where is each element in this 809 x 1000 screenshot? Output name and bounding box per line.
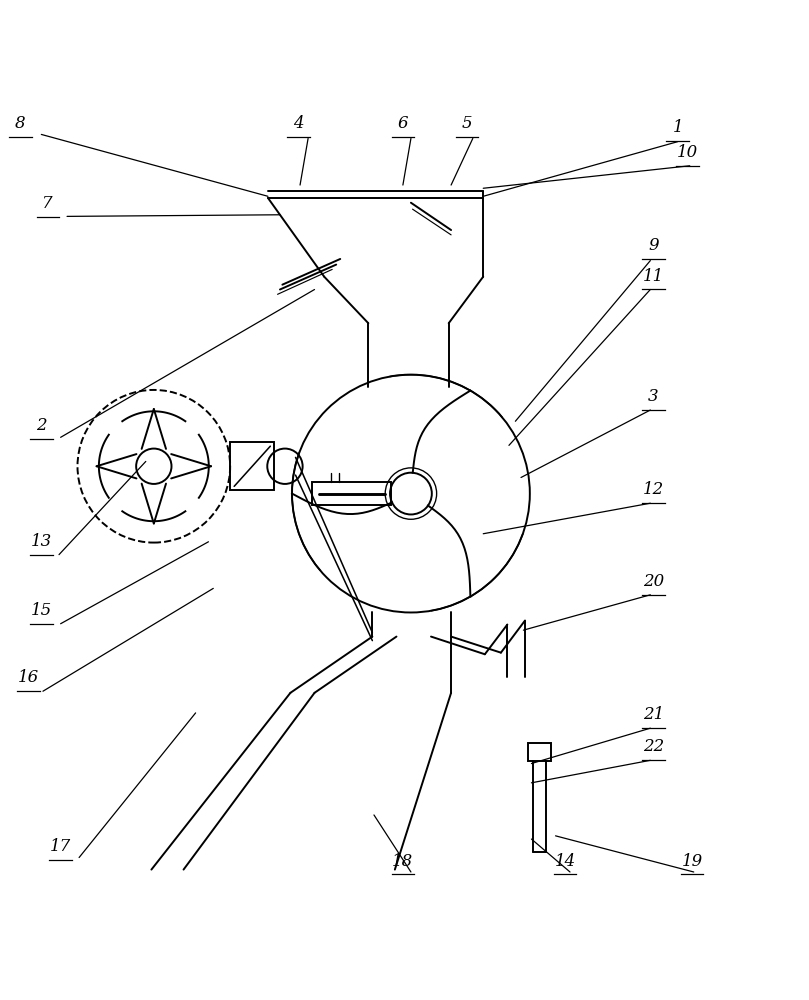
Text: 20: 20 xyxy=(643,573,664,590)
Text: 3: 3 xyxy=(648,388,659,405)
Text: 16: 16 xyxy=(18,669,39,686)
Text: 6: 6 xyxy=(397,115,409,132)
Text: 8: 8 xyxy=(15,115,26,132)
Text: 9: 9 xyxy=(648,237,659,254)
Text: 11: 11 xyxy=(643,268,664,285)
Text: 15: 15 xyxy=(31,602,52,619)
Text: 21: 21 xyxy=(643,706,664,723)
Text: 10: 10 xyxy=(676,144,698,161)
Text: 4: 4 xyxy=(293,115,303,132)
Text: 22: 22 xyxy=(643,738,664,755)
Text: 18: 18 xyxy=(392,853,413,870)
Text: 5: 5 xyxy=(462,115,472,132)
Text: 13: 13 xyxy=(31,533,52,550)
Text: 1: 1 xyxy=(672,119,683,136)
Text: 14: 14 xyxy=(554,853,576,870)
Text: 19: 19 xyxy=(681,853,703,870)
Text: 12: 12 xyxy=(643,481,664,498)
Text: 2: 2 xyxy=(36,417,47,434)
Text: 17: 17 xyxy=(50,838,71,855)
Text: 7: 7 xyxy=(42,195,53,212)
